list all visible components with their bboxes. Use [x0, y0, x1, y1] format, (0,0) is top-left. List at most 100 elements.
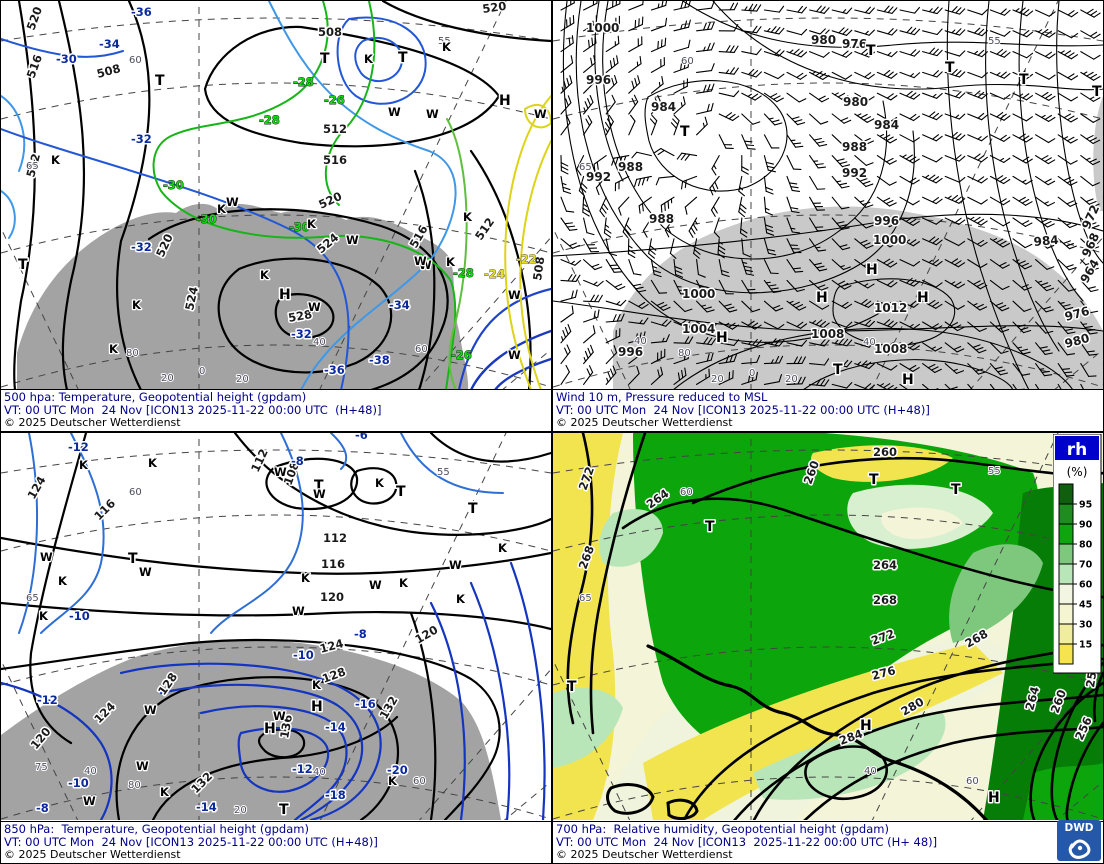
- svg-text:-34: -34: [99, 37, 120, 51]
- caption-validtime: VT: 00 UTC Mon 24 Nov [ICON13 2025-11-22…: [556, 835, 938, 849]
- svg-text:996: 996: [586, 73, 611, 87]
- svg-text:996: 996: [618, 345, 643, 359]
- svg-text:520: 520: [481, 1, 507, 16]
- panel-850hpa: 124 116 112 108 112 116 120 124 128 128 120 124 132 1…: [0, 432, 552, 864]
- svg-text:-30: -30: [163, 178, 184, 192]
- svg-text:-34: -34: [389, 298, 410, 312]
- svg-text:W: W: [313, 487, 326, 501]
- svg-text:516: 516: [323, 153, 347, 167]
- panel-500hpa: 520 516 508 512 508 520 512 516 520 524 520 524 528 5…: [0, 0, 552, 432]
- svg-text:984: 984: [874, 118, 899, 132]
- svg-text:K: K: [132, 298, 142, 312]
- svg-text:-32: -32: [131, 240, 152, 254]
- caption-title: 700 hPa: Relative humidity, Geopotential…: [556, 822, 889, 836]
- svg-text:W: W: [346, 233, 359, 247]
- svg-text:264: 264: [873, 558, 897, 572]
- caption-copyright: © 2025 Deutscher Wetterdienst: [556, 416, 733, 429]
- panel-700hpa-map: 260 260 264 272 268 264 268 272 268 276 280 284 264 2…: [553, 433, 1103, 824]
- svg-text:K: K: [312, 678, 322, 692]
- svg-text:K: K: [160, 785, 170, 799]
- svg-text:T: T: [398, 50, 408, 66]
- svg-text:996: 996: [874, 214, 899, 228]
- svg-text:W: W: [40, 550, 53, 564]
- svg-text:120: 120: [320, 590, 344, 604]
- svg-text:1000: 1000: [873, 233, 906, 247]
- svg-text:60: 60: [966, 776, 979, 787]
- svg-text:80: 80: [1079, 540, 1093, 551]
- svg-text:95: 95: [1079, 500, 1092, 511]
- svg-text:W: W: [534, 107, 547, 121]
- svg-text:40: 40: [864, 766, 877, 777]
- svg-text:T: T: [396, 484, 406, 500]
- svg-text:K: K: [58, 574, 68, 588]
- svg-text:512: 512: [323, 122, 347, 136]
- svg-text:508: 508: [530, 256, 547, 282]
- svg-text:K: K: [456, 592, 466, 606]
- svg-text:T: T: [320, 51, 330, 67]
- svg-text:K: K: [375, 476, 385, 490]
- caption-validtime: VT: 00 UTC Mon 24 Nov [ICON13 2025-11-22…: [556, 403, 930, 417]
- svg-text:K: K: [442, 40, 452, 54]
- caption-copyright: © 2025 Deutscher Wetterdienst: [4, 848, 181, 861]
- svg-text:-24: -24: [484, 267, 505, 281]
- svg-text:70: 70: [1079, 560, 1093, 571]
- svg-text:K: K: [307, 217, 317, 231]
- svg-text:T: T: [866, 43, 876, 59]
- panel-700hpa-caption: 700 hPa: Relative humidity, Geopotential…: [553, 821, 1103, 863]
- svg-text:40: 40: [84, 766, 97, 777]
- svg-text:H: H: [499, 93, 511, 109]
- svg-text:260: 260: [873, 445, 897, 459]
- rh-legend: rh (%) 95 90 80 70 60 45 30 15: [1053, 434, 1102, 674]
- svg-text:K: K: [260, 268, 270, 282]
- svg-text:980: 980: [843, 95, 868, 109]
- svg-text:976: 976: [1063, 304, 1091, 324]
- svg-text:-8: -8: [36, 801, 49, 815]
- svg-text:1000: 1000: [586, 21, 619, 35]
- svg-text:T: T: [1092, 84, 1102, 100]
- svg-text:-10: -10: [69, 609, 90, 623]
- svg-text:60: 60: [413, 776, 426, 787]
- svg-text:-12: -12: [37, 693, 58, 707]
- svg-text:-30: -30: [289, 220, 310, 234]
- svg-text:H: H: [917, 290, 929, 306]
- svg-text:0: 0: [749, 368, 755, 379]
- svg-text:K: K: [217, 202, 227, 216]
- svg-text:W: W: [426, 107, 439, 121]
- caption-copyright: © 2025 Deutscher Wetterdienst: [556, 848, 733, 861]
- svg-text:K: K: [148, 456, 158, 470]
- svg-text:40: 40: [313, 337, 326, 348]
- svg-text:136: 136: [277, 713, 295, 739]
- svg-text:-26: -26: [451, 348, 472, 362]
- svg-text:-30: -30: [196, 212, 217, 226]
- svg-text:-12: -12: [68, 440, 89, 454]
- svg-text:-12: -12: [292, 762, 313, 776]
- svg-text:984: 984: [1033, 233, 1059, 249]
- svg-text:528: 528: [287, 307, 313, 325]
- svg-text:W: W: [292, 604, 305, 618]
- svg-text:75: 75: [35, 762, 48, 773]
- svg-text:992: 992: [842, 166, 867, 180]
- svg-text:-36: -36: [324, 363, 345, 377]
- svg-text:-32: -32: [131, 132, 152, 146]
- svg-text:55: 55: [438, 36, 451, 47]
- svg-text:1008: 1008: [874, 342, 907, 356]
- svg-text:992: 992: [586, 170, 611, 184]
- svg-text:60: 60: [129, 487, 142, 498]
- svg-text:65: 65: [579, 593, 592, 604]
- panel-wind-mslp-caption: Wind 10 m, Pressure reduced to MSL VT: 0…: [553, 389, 1103, 431]
- svg-text:80: 80: [678, 348, 691, 359]
- svg-text:T: T: [869, 472, 879, 488]
- svg-text:20: 20: [785, 374, 798, 385]
- svg-text:K: K: [364, 52, 374, 66]
- svg-text:-18: -18: [325, 788, 346, 802]
- panel-850hpa-map: 124 116 112 108 112 116 120 124 128 128 120 124 132 1…: [1, 433, 551, 824]
- svg-text:T: T: [567, 679, 577, 695]
- svg-text:60: 60: [681, 56, 694, 67]
- svg-text:W: W: [308, 300, 321, 314]
- svg-text:K: K: [388, 774, 398, 788]
- svg-text:H: H: [988, 790, 1000, 806]
- svg-text:-22: -22: [516, 252, 537, 266]
- svg-text:K: K: [301, 571, 311, 585]
- svg-text:K: K: [109, 342, 119, 356]
